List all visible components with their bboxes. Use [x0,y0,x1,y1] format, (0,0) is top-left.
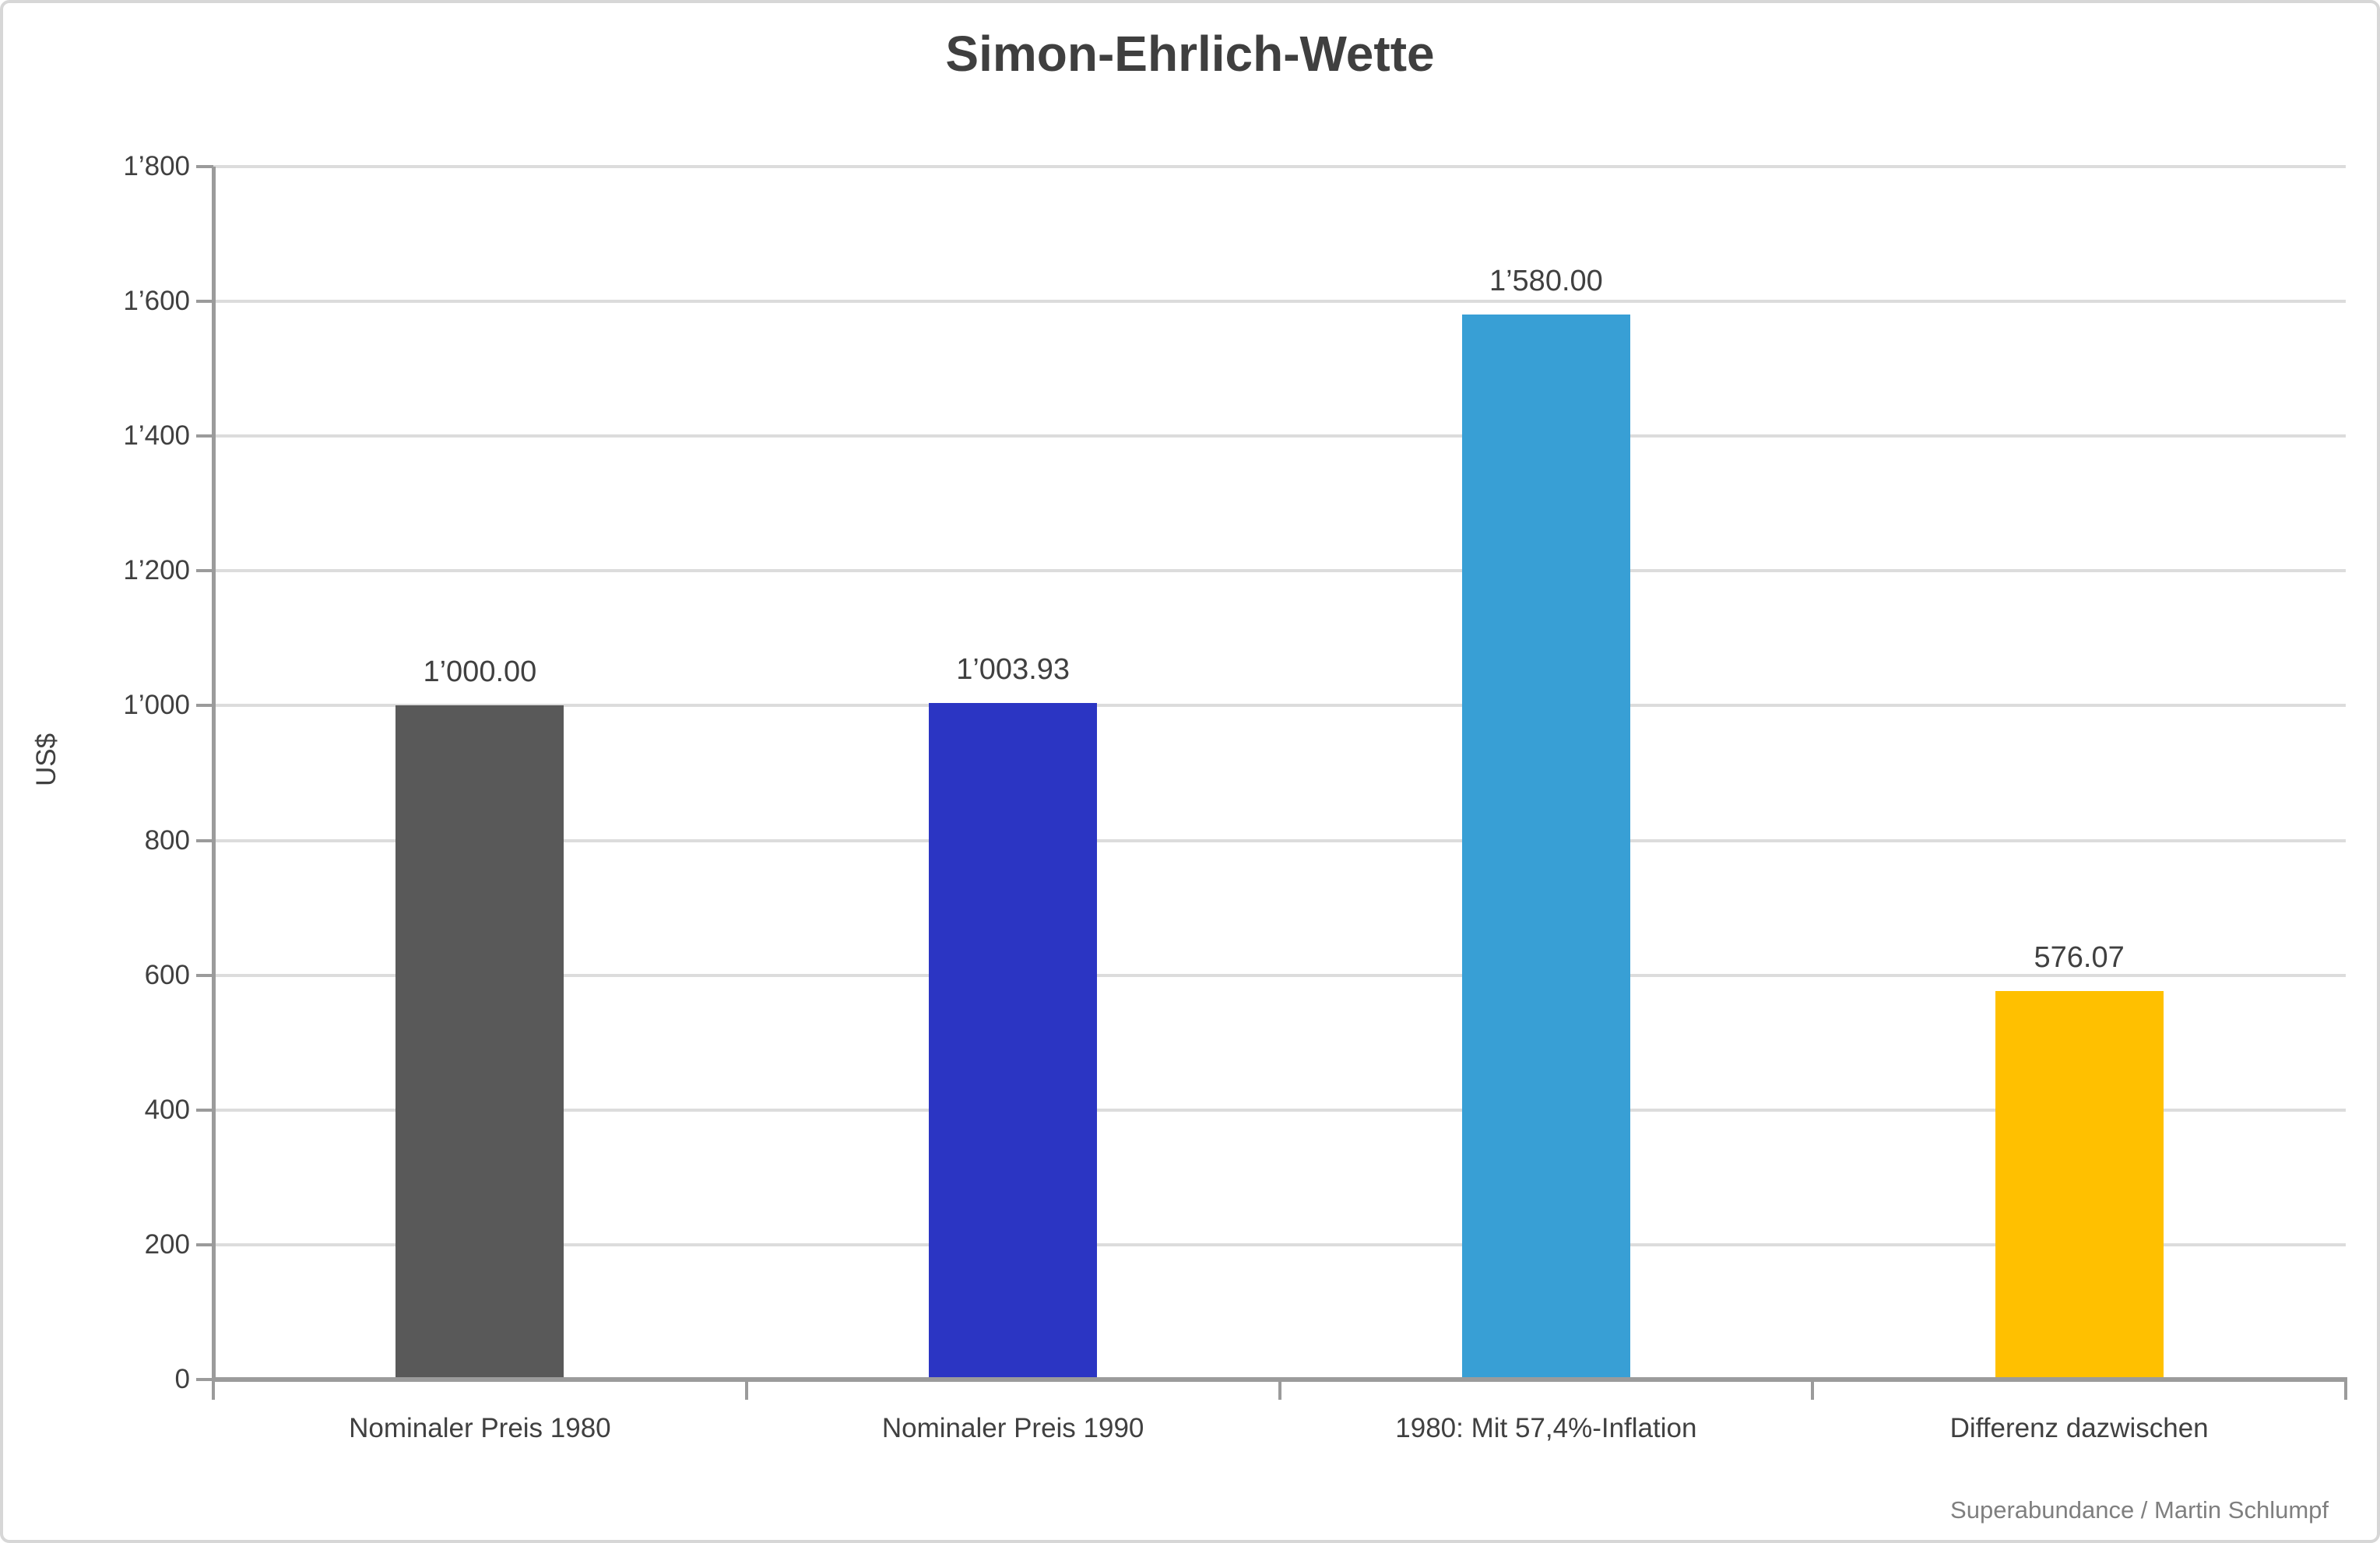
x-axis-boundary-tick-2 [1278,1380,1281,1400]
bar-value-label-1980-mit-57-4-inflation: 1’580.00 [1489,265,1603,298]
y-axis-tick-1200 [196,569,213,573]
y-tick-label-1600: 1’600 [123,286,190,317]
y-axis-line [212,167,216,1382]
y-axis-tick-1800 [196,165,213,168]
gridline-1800 [213,165,2346,168]
y-axis-tick-1600 [196,300,213,304]
y-axis-tick-200 [196,1242,213,1246]
bar-value-label-differenz-dazwischen: 576.07 [2034,941,2125,975]
y-axis-tick-1000 [196,704,213,708]
y-tick-label-1200: 1’200 [123,555,190,586]
chart-title: Simon-Ehrlich-Wette [945,26,1435,82]
category-label-differenz-dazwischen: Differenz dazwischen [1949,1413,2209,1443]
x-axis-boundary-tick-3 [1811,1380,1815,1400]
y-tick-label-800: 800 [144,824,190,856]
y-axis-tick-0 [196,1378,213,1381]
y-tick-label-1400: 1’400 [123,420,190,452]
footer-credit: Superabundance / Martin Schlumpf [1950,1496,2329,1524]
gridline-1600 [213,300,2346,304]
y-tick-label-1000: 1’000 [123,690,190,721]
bar-nominaler-preis-1990 [929,703,1098,1380]
y-tick-label-600: 600 [144,959,190,990]
y-axis-tick-400 [196,1108,213,1112]
category-label-1980-mit-57-4-inflation: 1980: Mit 57,4%-Inflation [1395,1413,1697,1443]
y-axis-tick-800 [196,838,213,842]
bar-value-label-nominaler-preis-1990: 1’003.93 [956,653,1070,687]
gridline-1200 [213,569,2346,573]
category-label-nominaler-preis-1980: Nominaler Preis 1980 [349,1413,611,1443]
category-label-nominaler-preis-1990: Nominaler Preis 1990 [881,1413,1144,1443]
gridline-400 [213,1108,2346,1112]
x-axis-boundary-tick-4 [2344,1380,2347,1400]
bar-1980-mit-57-4-inflation [1461,315,1630,1380]
gridline-200 [213,1242,2346,1246]
bar-differenz-dazwischen [1995,991,2164,1380]
y-tick-label-400: 400 [144,1094,190,1125]
x-axis-boundary-tick-1 [744,1380,748,1400]
y-tick-label-1800: 1’800 [123,151,190,181]
y-axis-tick-600 [196,973,213,977]
gridline-1000 [213,704,2346,708]
gridline-800 [213,838,2346,842]
gridline-600 [213,973,2346,977]
y-tick-label-0: 0 [174,1364,190,1394]
bar-nominaler-preis-1980 [395,705,564,1380]
plot-area: 0 200 400 600 800 1’000 1’200 1’400 1’600 1’800 1’… [3,3,2377,1540]
y-tick-label-200: 200 [144,1228,190,1260]
x-axis-boundary-tick-0 [212,1380,215,1400]
bar-value-label-nominaler-preis-1980: 1’000.00 [423,656,537,689]
gridline-1400 [213,434,2346,438]
y-axis-tick-1400 [196,434,213,438]
